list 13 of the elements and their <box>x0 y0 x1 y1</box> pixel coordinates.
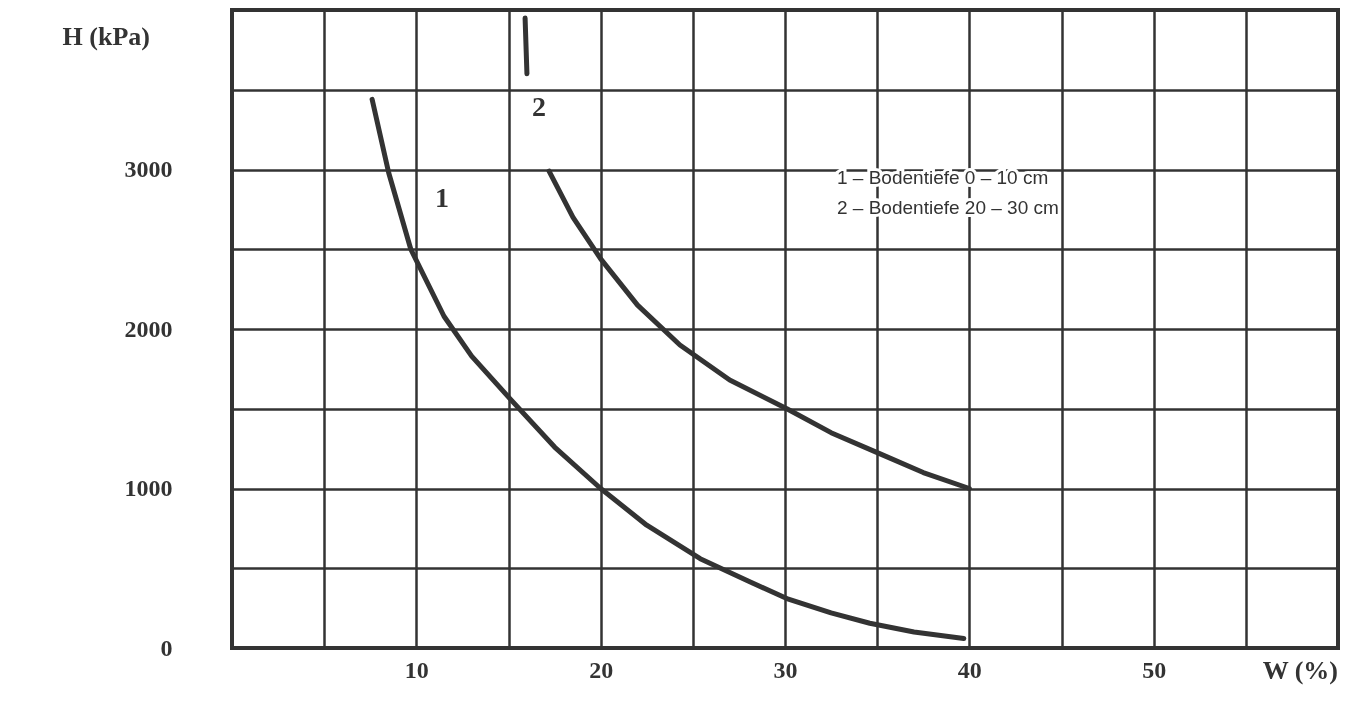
x-tick-label: 40 <box>957 656 982 683</box>
series-label: 1 <box>435 182 450 214</box>
x-tick-label: 30 <box>773 656 798 683</box>
x-tick-label: 50 <box>1142 656 1167 683</box>
series-label: 2 <box>532 90 547 122</box>
y-axis-title: H (kPa) <box>62 22 150 51</box>
x-tick-label: 10 <box>404 656 429 683</box>
y-tick-label: 3000 <box>124 156 173 182</box>
y-tick-label: 1000 <box>124 475 173 501</box>
x-tick-label: 20 <box>589 656 614 683</box>
y-tick-label: 0 <box>160 634 173 661</box>
x-axis-title: W (%) <box>1262 656 1338 685</box>
y-tick-label: 2000 <box>124 315 173 342</box>
